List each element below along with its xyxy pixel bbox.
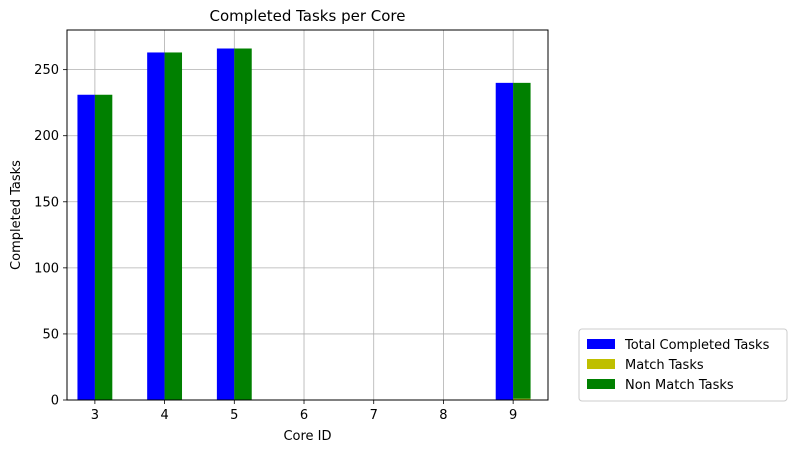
legend-items: Total Completed Tasks Match Tasks Non Matc… bbox=[587, 338, 770, 393]
bar-non-match bbox=[234, 48, 252, 400]
x-tick-label: 9 bbox=[509, 408, 517, 423]
legend-swatch bbox=[587, 359, 615, 369]
bar-non-match bbox=[513, 82, 531, 399]
bar-non-match bbox=[94, 94, 113, 400]
y-tick-label: 0 bbox=[51, 394, 59, 409]
bar-total-completed bbox=[216, 48, 235, 400]
legend-box bbox=[578, 328, 788, 402]
x-tick-label: 3 bbox=[91, 408, 99, 423]
y-tick-label: 150 bbox=[34, 195, 59, 210]
x-tick-label: 6 bbox=[300, 408, 308, 423]
bars bbox=[77, 48, 531, 400]
y-tick-label: 100 bbox=[34, 261, 59, 276]
y-tick-label: 50 bbox=[42, 327, 59, 342]
bar-total-completed bbox=[77, 94, 95, 400]
bar-match bbox=[513, 398, 531, 400]
grid-lines bbox=[67, 30, 548, 401]
x-axis-label: Core ID bbox=[283, 429, 331, 444]
x-tick-label: 8 bbox=[439, 408, 447, 423]
y-axis-label: Completed Tasks bbox=[9, 160, 24, 270]
x-tick-label: 7 bbox=[370, 408, 378, 423]
legend-label: Total Completed Tasks bbox=[624, 338, 770, 353]
legend-swatch bbox=[587, 339, 615, 349]
legend-label: Match Tasks bbox=[625, 358, 704, 373]
y-tick-label: 250 bbox=[34, 63, 59, 78]
y-tick-label: 200 bbox=[34, 129, 59, 144]
x-axis-ticks: 3 4 5 6 7 8 9 bbox=[91, 400, 517, 423]
bar-total-completed bbox=[495, 82, 514, 400]
chart-title: Completed Tasks per Core bbox=[210, 7, 406, 25]
x-tick-label: 5 bbox=[230, 408, 238, 423]
bar-non-match bbox=[164, 52, 183, 400]
x-tick-label: 4 bbox=[160, 408, 168, 423]
legend-swatch bbox=[587, 379, 615, 389]
legend: Total Completed Tasks Match Tasks Non Matc… bbox=[578, 328, 788, 402]
y-axis-ticks: 0 50 100 150 200 250 bbox=[34, 63, 67, 409]
bar-total-completed bbox=[147, 52, 165, 400]
legend-label: Non Match Tasks bbox=[625, 378, 734, 393]
plot-frame bbox=[66, 29, 549, 401]
